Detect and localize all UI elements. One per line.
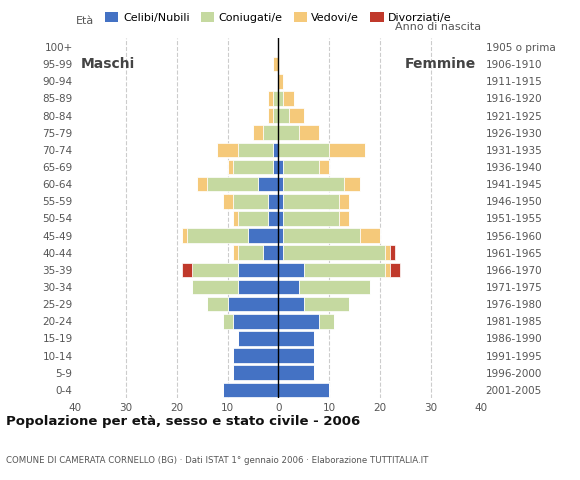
Text: Popolazione per età, sesso e stato civile - 2006: Popolazione per età, sesso e stato civil… (6, 415, 360, 428)
Bar (339, 211, 349, 226)
Bar (278, 108, 288, 123)
Bar (273, 108, 278, 123)
Bar (278, 211, 284, 226)
Bar (278, 297, 304, 312)
Bar (223, 314, 233, 328)
Bar (233, 314, 278, 328)
Bar (278, 383, 329, 397)
Bar (278, 160, 284, 174)
Bar (273, 160, 278, 174)
Text: Anno di nascita: Anno di nascita (396, 22, 481, 32)
Bar (278, 280, 299, 294)
Bar (284, 160, 319, 174)
Bar (278, 314, 319, 328)
Bar (263, 125, 278, 140)
Bar (278, 125, 299, 140)
Bar (182, 228, 187, 243)
Legend: Celibi/Nubili, Coniugati/e, Vedovi/e, Divorziati/e: Celibi/Nubili, Coniugati/e, Vedovi/e, Di… (101, 8, 456, 27)
Bar (233, 211, 238, 226)
Bar (233, 245, 238, 260)
Bar (233, 194, 268, 208)
Bar (284, 177, 345, 192)
Bar (258, 177, 278, 192)
Bar (278, 143, 329, 157)
Text: Età: Età (75, 16, 93, 26)
Bar (227, 297, 278, 312)
Bar (263, 245, 278, 260)
Bar (192, 280, 238, 294)
Bar (284, 91, 293, 106)
Bar (319, 160, 329, 174)
Bar (233, 348, 278, 363)
Bar (339, 194, 349, 208)
Text: Femmine: Femmine (405, 57, 476, 71)
Bar (278, 228, 284, 243)
Bar (238, 263, 278, 277)
Bar (192, 263, 238, 277)
Bar (207, 177, 258, 192)
Bar (268, 91, 273, 106)
Bar (304, 297, 349, 312)
Bar (284, 245, 385, 260)
Bar (207, 297, 227, 312)
Bar (288, 108, 304, 123)
Bar (278, 365, 314, 380)
Bar (284, 211, 339, 226)
Bar (268, 194, 278, 208)
Bar (268, 108, 273, 123)
Bar (278, 177, 284, 192)
Text: Maschi: Maschi (81, 57, 135, 71)
Bar (278, 194, 284, 208)
Bar (182, 263, 192, 277)
Bar (284, 228, 360, 243)
Bar (227, 160, 233, 174)
Bar (238, 331, 278, 346)
Bar (238, 245, 263, 260)
Bar (233, 365, 278, 380)
Bar (299, 125, 319, 140)
Bar (273, 57, 278, 72)
Bar (284, 194, 339, 208)
Bar (238, 211, 268, 226)
Bar (304, 263, 385, 277)
Bar (345, 177, 360, 192)
Bar (273, 143, 278, 157)
Bar (385, 245, 390, 260)
Text: COMUNE DI CAMERATA CORNELLO (BG) · Dati ISTAT 1° gennaio 2006 · Elaborazione TUT: COMUNE DI CAMERATA CORNELLO (BG) · Dati … (6, 456, 428, 465)
Bar (278, 331, 314, 346)
Bar (385, 263, 390, 277)
Bar (278, 263, 304, 277)
Bar (223, 194, 233, 208)
Bar (223, 383, 278, 397)
Bar (238, 280, 278, 294)
Bar (278, 348, 314, 363)
Bar (187, 228, 248, 243)
Bar (248, 228, 278, 243)
Bar (278, 91, 284, 106)
Bar (278, 245, 284, 260)
Bar (278, 74, 284, 88)
Bar (218, 143, 238, 157)
Bar (319, 314, 334, 328)
Bar (197, 177, 207, 192)
Bar (390, 263, 400, 277)
Bar (238, 143, 273, 157)
Bar (329, 143, 365, 157)
Bar (253, 125, 263, 140)
Bar (233, 160, 273, 174)
Bar (299, 280, 370, 294)
Bar (390, 245, 395, 260)
Bar (273, 91, 278, 106)
Bar (360, 228, 380, 243)
Bar (268, 211, 278, 226)
